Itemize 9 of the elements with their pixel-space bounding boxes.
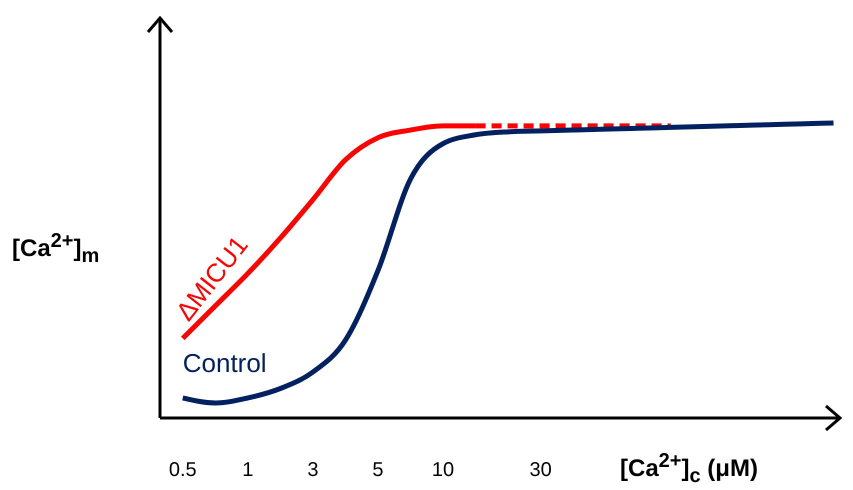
series-label: Control <box>182 348 267 379</box>
y-axis-title: [Ca$^{2+}$]$_{m}$ <box>12 230 100 268</box>
x-tick-label: 3 <box>307 459 318 482</box>
x-tick-label: 30 <box>530 459 552 482</box>
x-axis-title: [Ca$^{2+}$]$_{c}$ (μM) <box>620 450 758 488</box>
x-tick-label: 1 <box>242 459 254 482</box>
x-tick-label: 0.5 <box>168 459 197 482</box>
x-tick-label: 5 <box>372 459 384 482</box>
x-tick-label: 10 <box>432 459 454 482</box>
